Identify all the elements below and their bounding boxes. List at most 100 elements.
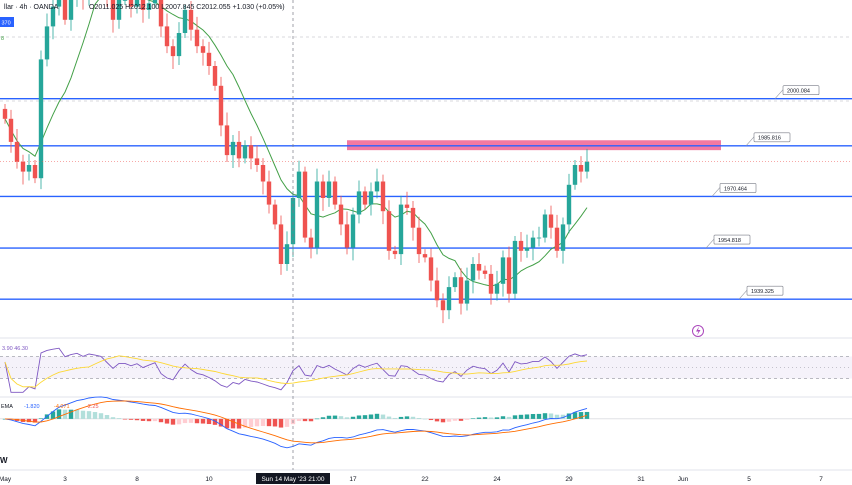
macd-histogram-bar: [284, 418, 290, 427]
macd-histogram-bar: [188, 418, 194, 423]
macd-histogram-bar: [122, 418, 128, 420]
macd-histogram-bar: [278, 418, 284, 428]
candle-body: [248, 145, 254, 159]
candle-body: [62, 0, 68, 20]
levels-layer: 2000.084 1985.816 1970.464 1954.818 1939.325: [0, 85, 852, 300]
x-tick-label: 29: [565, 476, 573, 483]
candles-layer: [2, 0, 590, 324]
macd-histogram-bar: [110, 417, 116, 419]
macd-histogram-bar: [416, 417, 422, 419]
macd-histogram-bar: [158, 418, 164, 423]
macd-histogram-bar: [494, 417, 500, 419]
macd-histogram-bar: [194, 418, 200, 424]
candle-body: [524, 247, 530, 251]
level-label-box: [782, 85, 820, 96]
symbol-title: llar · 4h · OANDA: [4, 4, 59, 11]
macd-histogram-bar: [398, 416, 404, 419]
macd-histogram-bar: [344, 417, 350, 419]
candle-body: [338, 204, 344, 225]
candle-body: [482, 270, 488, 274]
macd-histogram-bar: [458, 418, 464, 421]
level-label: 2000.084: [787, 89, 810, 95]
x-tick-label: 8: [135, 476, 139, 483]
level-label-leader: [738, 290, 748, 300]
candle-body: [584, 161, 590, 172]
candle-body: [566, 184, 572, 225]
x-tick-label: 5: [747, 476, 751, 483]
macd-histogram-bar: [476, 417, 482, 419]
macd-histogram-bar: [368, 414, 374, 419]
macd-histogram-bar: [230, 418, 236, 429]
candle-body: [188, 9, 194, 30]
candle-body: [224, 125, 230, 156]
candle-body: [362, 191, 368, 205]
candle-body: [404, 204, 410, 208]
macd-histogram-bar: [392, 417, 398, 419]
macd-histogram-bar: [218, 418, 224, 427]
candle-body: [476, 264, 482, 271]
macd-value-3: -2.25: [86, 404, 99, 410]
macd-histogram-bar: [452, 418, 458, 421]
macd-histogram-bar: [446, 418, 452, 422]
macd-histogram-bar: [200, 418, 206, 424]
candle-body: [356, 191, 362, 215]
macd-histogram-bar: [302, 418, 308, 422]
candle-body: [26, 165, 32, 172]
candle-body: [254, 158, 260, 165]
candle-body: [392, 250, 398, 255]
candle-body: [422, 254, 428, 258]
macd-histogram-bar: [254, 418, 260, 427]
candle-body: [308, 237, 314, 248]
x-tick-label: 17: [349, 476, 357, 483]
candle-body: [32, 165, 38, 179]
macd-histogram-bar: [422, 418, 428, 420]
level-label-box: [713, 234, 751, 245]
macd-histogram-bar: [68, 409, 74, 419]
crosshair-time-box: [256, 473, 330, 484]
signal-line: [4, 400, 588, 444]
brand-logo: W: [0, 456, 8, 465]
candle-body: [554, 227, 560, 251]
x-tick-label: Jun: [678, 476, 689, 483]
macd-histogram-bar: [74, 409, 80, 419]
candle-body: [296, 171, 302, 198]
macd-histogram-bar: [50, 411, 56, 419]
macd-histogram-bar: [104, 415, 110, 419]
macd-histogram-bar: [140, 418, 146, 421]
candle-body: [386, 211, 392, 251]
candle-body: [200, 46, 206, 53]
candle-body: [542, 214, 548, 238]
macd-histogram-bar: [92, 412, 98, 419]
candle-body: [230, 141, 236, 156]
candle-body: [578, 165, 584, 172]
macd-histogram-bar: [56, 409, 62, 419]
macd-histogram-bar: [332, 415, 338, 419]
overlay-layer: [0, 0, 852, 470]
macd-histogram-bar: [308, 418, 314, 422]
candle-body: [212, 66, 218, 86]
candle-body: [494, 283, 500, 294]
candle-body: [236, 141, 242, 159]
alert-lightning-icon[interactable]: [692, 325, 704, 337]
macd-histogram-bar: [326, 415, 332, 419]
candle-body: [512, 240, 518, 294]
macd-histogram-bar: [182, 418, 188, 424]
macd-histogram-bar: [32, 418, 38, 423]
candle-body: [242, 145, 248, 159]
macd-histogram-bar: [440, 418, 446, 423]
crosshair-time-label: Sun 14 May '23 21:00: [261, 476, 324, 483]
macd-histogram-bar: [488, 417, 494, 419]
candle-body: [170, 46, 176, 57]
candle-body: [428, 257, 434, 281]
macd-histogram-bar: [128, 418, 134, 420]
candle-body: [128, 0, 134, 7]
macd-histogram-bar: [134, 418, 140, 421]
macd-histogram-bar: [524, 414, 530, 419]
x-tick-label: 10: [205, 476, 213, 483]
level-label-leader: [705, 238, 715, 249]
macd-pane: [0, 396, 852, 449]
macd-histogram-bar: [386, 416, 392, 419]
rsi-line: [4, 347, 588, 393]
level-label-leader: [711, 187, 721, 197]
